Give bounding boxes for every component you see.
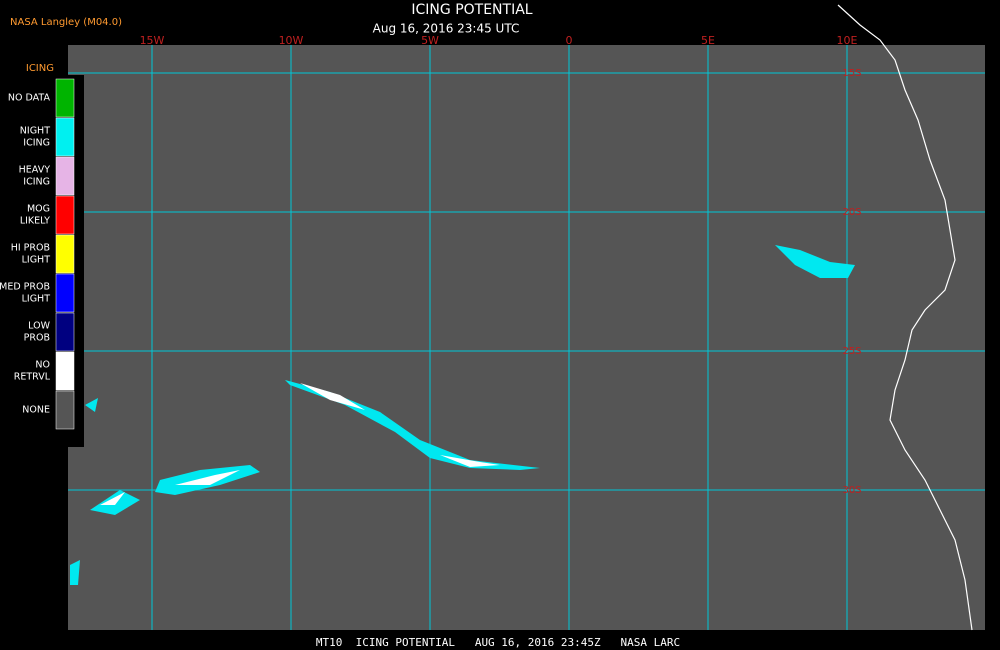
legend-label: ICING bbox=[23, 138, 50, 149]
map-area bbox=[68, 45, 985, 630]
legend-label: NO DATA bbox=[8, 93, 51, 104]
latitude-label: 20S bbox=[842, 207, 861, 218]
coastline bbox=[837, 4, 973, 631]
legend-label: ICING bbox=[23, 177, 50, 188]
longitude-label: 10E bbox=[837, 34, 858, 47]
legend-label: MED PROB bbox=[0, 282, 50, 293]
legend-label: LOW bbox=[28, 321, 50, 332]
no-retrieval-areas bbox=[100, 383, 500, 505]
latitude-label: 30S bbox=[842, 485, 861, 496]
legend-label: HI PROB bbox=[11, 243, 50, 254]
legend-label: LIGHT bbox=[22, 294, 51, 305]
longitude-label: 15W bbox=[140, 34, 165, 47]
source-label: NASA Langley (M04.0) bbox=[10, 17, 122, 28]
legend-swatch bbox=[55, 273, 75, 313]
legend-swatch bbox=[55, 156, 75, 196]
legend-swatch bbox=[55, 195, 75, 235]
longitude-label: 10W bbox=[279, 34, 304, 47]
legend-swatch bbox=[55, 390, 75, 430]
legend-label: HEAVY bbox=[19, 165, 51, 176]
title: ICING POTENTIAL bbox=[411, 2, 532, 18]
legend-swatch bbox=[55, 117, 75, 157]
legend-label: MOG bbox=[27, 204, 50, 215]
graticule: 15W 10W 5W 0 5E 10E 15S 20S 25S 30S bbox=[68, 34, 985, 630]
latitude-label: 25S bbox=[842, 346, 861, 357]
legend-label: NO bbox=[35, 360, 50, 371]
legend-label: LIKELY bbox=[20, 216, 50, 227]
footer: MT10 ICING POTENTIAL AUG 16, 2016 23:45Z… bbox=[316, 636, 680, 649]
legend-swatch bbox=[55, 78, 75, 118]
longitude-label: 0 bbox=[566, 34, 573, 47]
legend-swatch bbox=[55, 312, 75, 352]
legend-label: PROB bbox=[24, 333, 50, 344]
legend-label: RETRVL bbox=[14, 372, 51, 383]
legend-label: NIGHT bbox=[20, 126, 50, 137]
timestamp: Aug 16, 2016 23:45 UTC bbox=[373, 22, 520, 36]
legend-label: NONE bbox=[22, 405, 50, 416]
latitude-label: 15S bbox=[842, 68, 861, 79]
legend-swatch bbox=[55, 234, 75, 274]
legend-swatch bbox=[55, 351, 75, 391]
legend-label: LIGHT bbox=[22, 255, 51, 266]
longitude-label: 5E bbox=[701, 34, 715, 47]
legend-title: ICING bbox=[26, 63, 54, 74]
longitude-label: 5W bbox=[421, 34, 439, 47]
